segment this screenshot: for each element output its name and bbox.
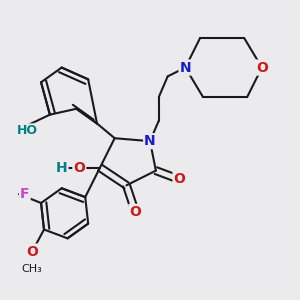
Text: O: O bbox=[129, 205, 141, 219]
Text: F: F bbox=[20, 187, 30, 201]
Text: H: H bbox=[56, 161, 68, 175]
Text: HO: HO bbox=[17, 124, 38, 137]
Text: O: O bbox=[256, 61, 268, 75]
Text: O: O bbox=[173, 172, 185, 186]
Text: CH₃: CH₃ bbox=[22, 264, 43, 274]
Text: N: N bbox=[144, 134, 156, 148]
Text: O: O bbox=[26, 244, 38, 259]
Text: O: O bbox=[74, 161, 85, 175]
Text: N: N bbox=[179, 61, 191, 75]
